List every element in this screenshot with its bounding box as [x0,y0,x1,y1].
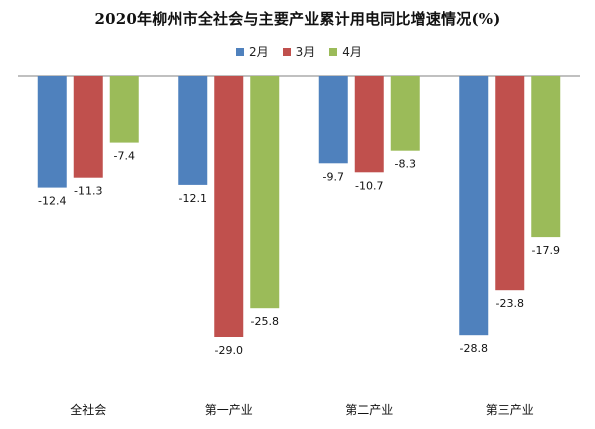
bar-1-2 [73,76,103,178]
legend-item-series-1: 2月 [236,43,269,60]
value-label-4-2: -23.8 [496,297,524,310]
value-label-1-2: -11.3 [74,185,102,198]
legend-swatch-series-2 [282,47,291,56]
chart-legend: 2月 3月 4月 [236,43,362,60]
bar-3-2 [354,76,384,173]
bar-4-3 [531,76,561,238]
value-label-4-1: -28.8 [460,342,488,355]
category-label-2: 第一产业 [205,403,253,417]
legend-label-series-3: 4月 [342,45,362,59]
legend-label-series-2: 3月 [295,45,316,59]
bar-3-1 [318,76,348,164]
bar-2-2 [214,76,244,337]
value-label-2-3: -25.8 [251,315,279,328]
chart-title: 2020年柳州市全社会与主要产业累计用电同比增速情况(%) [94,10,501,28]
value-label-2-2: -29.0 [215,344,243,357]
bar-2-1 [178,76,208,185]
value-label-2-1: -12.1 [179,192,207,205]
legend-item-series-3: 4月 [329,43,362,60]
legend-swatch-series-1 [236,47,244,56]
category-label-3: 第二产业 [345,403,393,417]
value-label-3-1: -9.7 [323,170,344,183]
legend-label-series-1: 2月 [249,45,269,59]
legend-swatch-series-3 [329,47,338,56]
bar-1-1 [37,76,67,188]
value-label-1-3: -7.4 [114,150,135,163]
value-label-3-2: -10.7 [355,179,383,192]
category-label-4: 第三产业 [486,403,534,417]
value-label-1-1: -12.4 [38,195,66,208]
value-label-4-3: -17.9 [532,244,560,257]
bar-4-1 [459,76,489,336]
value-label-3-3: -8.3 [395,158,416,171]
bar-2-3 [250,76,280,309]
bar-3-3 [390,76,420,151]
category-label-1: 全社会 [70,402,106,417]
bar-1-3 [109,76,139,143]
legend-item-series-2: 3月 [282,43,316,60]
bar-4-2 [495,76,525,291]
